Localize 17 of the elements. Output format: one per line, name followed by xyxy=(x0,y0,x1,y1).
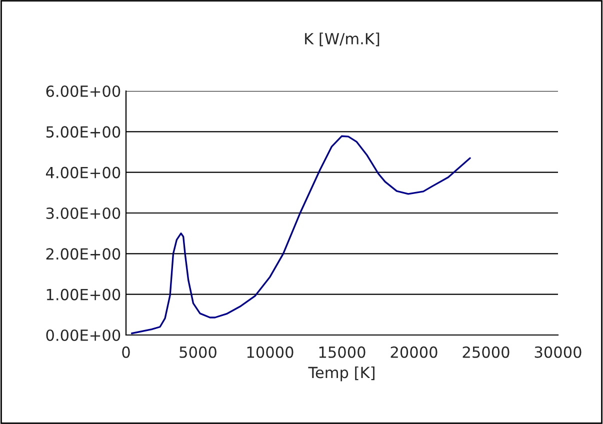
x-tick-label: 30000 xyxy=(534,346,582,358)
x-tick-label: 10000 xyxy=(247,346,294,358)
x-axis-title: Temp [K] xyxy=(308,366,374,382)
y-tick-label: 3.00E+00 xyxy=(46,207,120,220)
y-tick-label: 5.00E+00 xyxy=(46,126,120,138)
y-tick-label: 2.00E+00 xyxy=(46,248,120,260)
x-tick-label: 0 xyxy=(122,346,130,358)
line-series xyxy=(130,135,471,334)
y-tick-label: 0.00E+00 xyxy=(46,329,120,342)
y-tick-label: 4.00E+00 xyxy=(46,166,120,178)
y-tick-label: 6.00E+00 xyxy=(46,85,120,98)
y-tick-label: 1.00E+00 xyxy=(46,288,120,300)
chart-title: K [W/m.K] xyxy=(305,32,380,46)
x-tick-label: 25000 xyxy=(462,346,510,358)
x-tick-label: 5000 xyxy=(180,346,216,358)
x-tick-label: 15000 xyxy=(319,346,366,358)
x-tick-label: 20000 xyxy=(390,346,438,358)
